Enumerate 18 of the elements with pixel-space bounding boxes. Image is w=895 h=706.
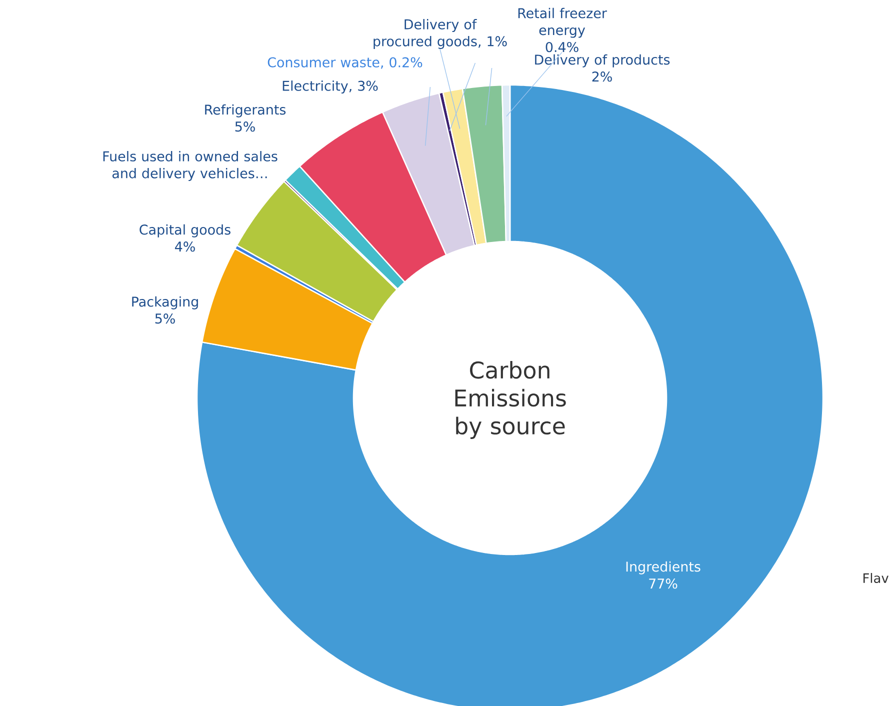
data-label: 4% xyxy=(174,241,195,252)
data-label: 0.4% xyxy=(546,42,578,52)
slice-label: Ingredients xyxy=(626,561,700,574)
slice-label: Capital goods xyxy=(140,224,230,238)
slice-label: Retail freezer energy xyxy=(518,8,607,38)
text: Flav xyxy=(863,572,888,584)
slice-label: Refrigerants xyxy=(205,104,286,118)
slice-label: Delivery of products xyxy=(535,54,670,68)
data-label: 77% xyxy=(649,578,678,589)
slice-label: Delivery of procured goods, 1% xyxy=(374,19,507,49)
data-label: 5% xyxy=(235,121,255,132)
slice-label: Fuels used in owned sales and delivery vehicles… xyxy=(103,151,278,181)
data-label: 5% xyxy=(155,313,175,324)
data-label: 2% xyxy=(592,71,612,82)
text: Carbon Emissions by source xyxy=(455,361,566,439)
slice-label: Consumer waste, 0.2% xyxy=(268,57,422,69)
slice-label: Electricity, 3% xyxy=(282,80,378,94)
slice-label: Packaging xyxy=(132,296,198,310)
